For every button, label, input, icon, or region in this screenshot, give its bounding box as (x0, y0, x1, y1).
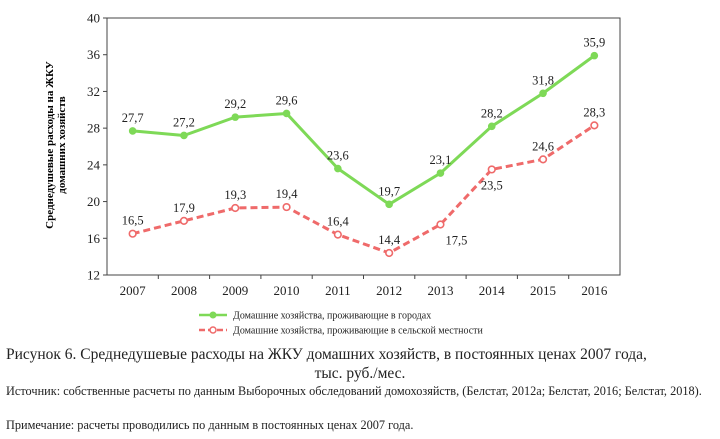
y-axis-label: Среднедушевые расходы на ЖКУ (44, 61, 56, 229)
series-line-2 (132, 124, 596, 255)
data-label: 14,4 (378, 233, 401, 247)
series-1-point (487, 122, 496, 131)
data-label: 29,6 (276, 93, 298, 107)
x-tick-label: 2016 (581, 283, 608, 298)
x-tick-label: 2008 (171, 283, 197, 298)
data-label: 17,5 (446, 234, 468, 248)
y-tick-label: 36 (87, 47, 101, 62)
legend-label-2: Домашние хозяйства, проживающие в сельск… (233, 326, 484, 337)
series-1-point (385, 200, 393, 209)
series-2-point (385, 248, 394, 258)
data-label: 17,9 (173, 201, 195, 215)
x-tick-label: 2011 (325, 283, 351, 298)
data-label: 19,4 (276, 187, 299, 201)
y-tick-label: 16 (87, 231, 101, 246)
x-tick-label: 2007 (120, 283, 147, 298)
data-label: 35,9 (583, 36, 605, 50)
series-1-point (231, 113, 240, 121)
series-1-point (436, 169, 445, 177)
axes: 12 16 20 24 28 32 36 40 2007 2008 2009 2010 2011 2012… (87, 11, 621, 298)
y-tick-label: 12 (87, 268, 100, 283)
series-2-point (179, 216, 189, 225)
series-2-point (333, 230, 342, 239)
y-tick-label: 40 (87, 11, 100, 26)
x-tick-label: 2013 (427, 283, 453, 298)
series-line-1 (132, 54, 596, 206)
series-2-point (231, 203, 240, 213)
series-1-point (590, 51, 599, 60)
line-chart: 12 16 20 24 28 32 36 40 2007 2008 2009 2010 2011 2012… (44, 11, 621, 337)
series-1-point (128, 127, 137, 135)
legend-marker-2 (209, 326, 217, 334)
data-label: 24,6 (532, 139, 554, 153)
data-label: 28,3 (583, 105, 605, 119)
data-label: 16,5 (122, 214, 144, 228)
data-label: 19,7 (378, 184, 400, 198)
data-label: 31,8 (532, 73, 554, 87)
x-tick-label: 2015 (530, 283, 556, 298)
series-2-point (590, 121, 599, 130)
legend-marker-1 (209, 311, 217, 319)
data-label: 23,1 (430, 153, 452, 167)
legend-label-1: Домашние хозяйства, проживающие в города… (233, 311, 431, 322)
data-label: 16,4 (327, 215, 350, 229)
data-label: 27,2 (173, 115, 195, 129)
series-1-point (334, 164, 342, 173)
source-note: Источник: собственные расчеты по данным … (6, 384, 702, 398)
x-tick-label: 2009 (222, 283, 248, 298)
data-label: 27,7 (122, 111, 144, 125)
y-tick-label: 24 (87, 157, 101, 172)
series-2-point (282, 202, 291, 212)
series-2-point (436, 220, 445, 229)
series-2-point (487, 165, 496, 174)
caption-line-2: тыс. руб./мес. (314, 365, 406, 382)
y-tick-label: 20 (87, 194, 100, 209)
series-layer (128, 51, 599, 258)
data-label: 29,2 (224, 97, 246, 111)
data-label: 23,5 (481, 178, 503, 192)
remark-note: Примечание: расчеты проводились по данны… (6, 418, 414, 432)
y-axis-label-line2: домашних хозяйств (56, 96, 68, 194)
data-label: 23,6 (327, 149, 349, 163)
series-1-point (539, 89, 547, 98)
series-1-point (282, 109, 291, 118)
figure-caption: Рисунок 6. Среднедушевые расходы на ЖКУ … (6, 345, 714, 383)
data-label: 28,2 (481, 106, 503, 120)
series-2-point (128, 229, 137, 238)
data-label: 19,3 (224, 188, 246, 202)
y-tick-label: 28 (87, 121, 100, 136)
x-tick-label: 2012 (376, 283, 402, 298)
y-tick-label: 32 (87, 84, 100, 99)
legend: Домашние хозяйства, проживающие в города… (199, 311, 484, 337)
x-tick-label: 2014 (479, 283, 506, 298)
x-tick-label: 2010 (274, 283, 300, 298)
series-1-point (180, 131, 188, 140)
caption-line-1: Рисунок 6. Среднедушевые расходы на ЖКУ … (6, 346, 647, 363)
series-2-point (538, 155, 548, 164)
data-labels: 27,7 27,2 29,2 29,6 23,6 19,7 23,1 28,2 31,8 35,9… (122, 36, 606, 248)
